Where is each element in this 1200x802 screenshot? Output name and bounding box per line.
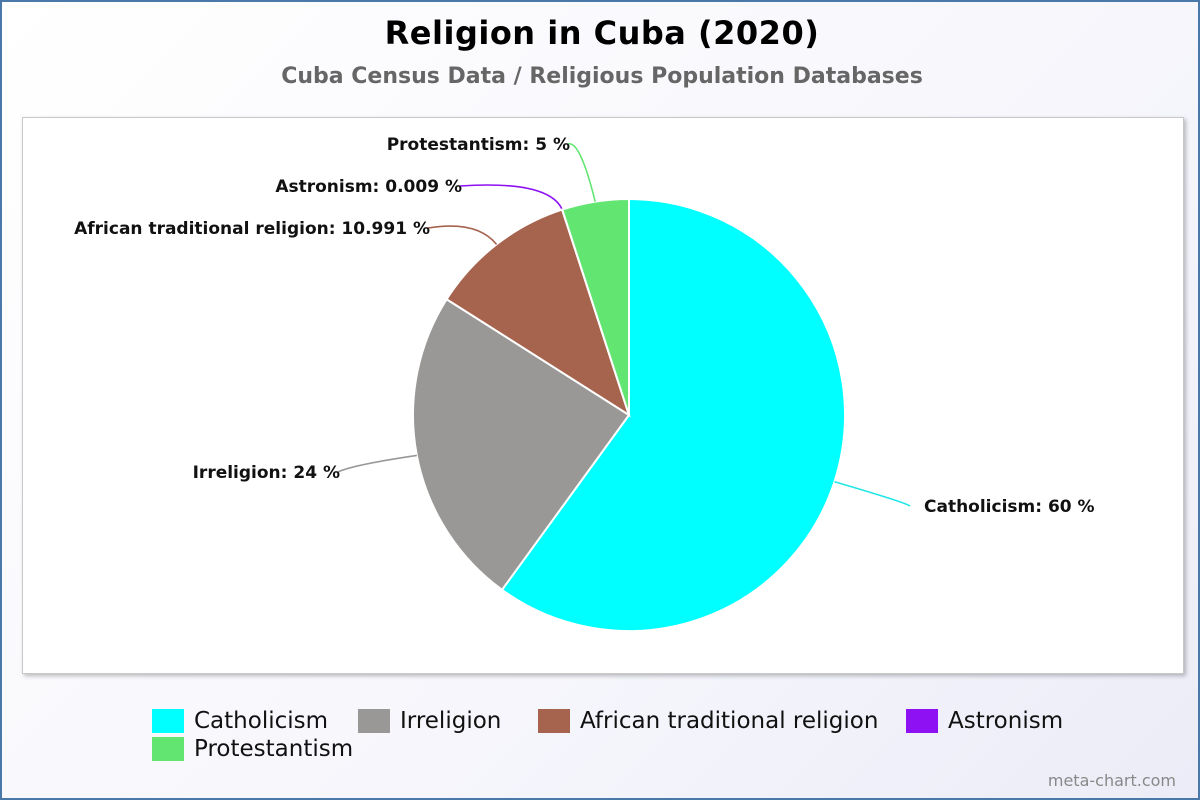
legend-label: African traditional religion (580, 708, 879, 734)
legend-swatch (152, 709, 184, 733)
slice-label-protestantism: Protestantism: 5 % (387, 135, 570, 155)
legend-swatch (906, 709, 938, 733)
legend-label: Irreligion (400, 708, 502, 734)
pie-slice-african-traditional-religion[interactable] (445, 208, 631, 418)
leader-line-african-traditional-religion (427, 225, 498, 245)
slice-label-catholicism: Catholicism: 60 % (924, 497, 1095, 517)
legend-item-protestantism[interactable]: Protestantism (152, 735, 353, 763)
pie-slice-irreligion[interactable] (412, 297, 631, 592)
slice-label-astronism: Astronism: 0.009 % (275, 177, 462, 197)
legend-item-catholicism[interactable]: Catholicism (152, 707, 328, 735)
pie-slice-catholicism[interactable] (500, 197, 846, 632)
legend-label: Protestantism (194, 736, 354, 762)
watermark: meta-chart.com (1047, 771, 1176, 790)
chart-title: Religion in Cuba (2020) (384, 14, 820, 52)
leader-line-astronism (459, 184, 563, 210)
legend-label: Catholicism (194, 708, 329, 734)
legend-item-irreligion[interactable]: Irreligion (358, 707, 501, 735)
leader-line-catholicism (834, 480, 911, 507)
leader-line-irreligion (337, 454, 417, 473)
leader-line-protestantism (567, 143, 596, 202)
slice-label-irreligion: Irreligion: 24 % (193, 463, 340, 483)
legend-item-african-traditional-religion[interactable]: African traditional religion (538, 707, 878, 735)
slice-label-african-traditional-religion: African traditional religion: 10.991 % (74, 219, 430, 239)
legend-swatch (152, 737, 184, 761)
legend-label: Astronism (948, 708, 1064, 734)
legend-swatch (358, 709, 390, 733)
pie-slice-protestantism[interactable] (560, 197, 630, 416)
legend-swatch (538, 709, 570, 733)
chart-subtitle: Cuba Census Data / Religious Population … (281, 64, 923, 89)
legend-item-astronism[interactable]: Astronism (906, 707, 1063, 735)
